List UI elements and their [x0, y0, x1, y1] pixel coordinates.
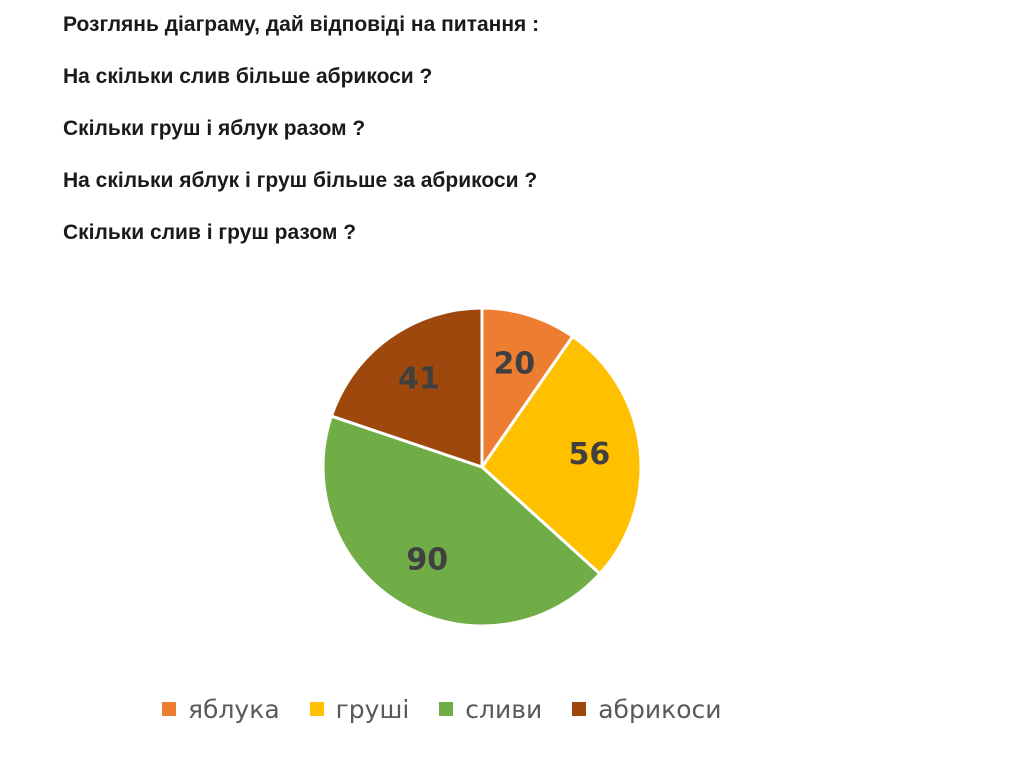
legend-label-plums: сливи — [465, 694, 543, 724]
legend-swatch-pears — [309, 702, 324, 716]
question-3: На скільки яблук і груш більше за абрико… — [63, 169, 538, 192]
pie-slice-apples — [480, 306, 575, 472]
legend-swatch-plums — [439, 702, 454, 716]
legend-swatch-apples — [162, 702, 176, 716]
pie-slice-plums — [321, 414, 602, 628]
legend-item-plums: сливи — [439, 695, 542, 724]
legend-label-pears: груші — [335, 694, 410, 724]
legend-swatch-apricots — [572, 702, 587, 716]
legend-label-apples: яблука — [188, 694, 280, 724]
chart-legend: яблука груші сливи абрикоси — [162, 689, 751, 729]
question-2: Скільки груш і яблук разом ? — [63, 117, 366, 140]
data-label-apricots: 41 — [398, 362, 440, 397]
data-label-plums: 90 — [406, 543, 448, 578]
legend-item-pears: груші — [309, 694, 410, 724]
question-4: Скільки слив і груш разом ? — [63, 221, 357, 244]
question-list: Розглянь діаграму, дай відповіді на пита… — [63, 12, 963, 272]
legend-label-apricots: абрикоси — [598, 694, 722, 724]
legend-item-apples: яблука — [162, 695, 280, 724]
pie-slice-apricots — [329, 306, 484, 470]
data-label-apples: 20 — [493, 346, 535, 381]
question-1: На скільки слив більше абрикоси ? — [63, 65, 433, 88]
data-label-pears: 56 — [569, 437, 611, 472]
question-intro: Розглянь діаграму, дай відповіді на пита… — [63, 13, 540, 36]
legend-item-apricots: абрикоси — [572, 695, 721, 724]
pie-slice-pears — [480, 334, 643, 576]
